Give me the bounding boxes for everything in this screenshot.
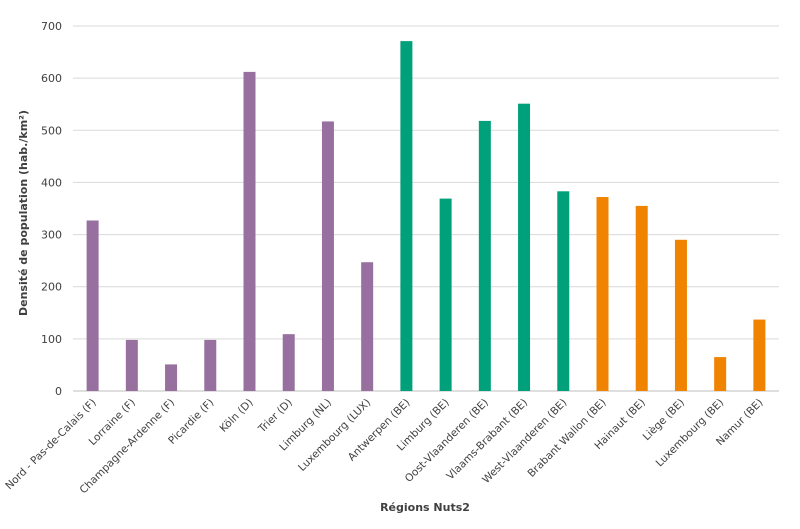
y-tick-label: 200 — [41, 281, 62, 294]
x-tick-label: Luxembourg (LUX) — [296, 397, 373, 474]
y-tick-label: 500 — [41, 124, 62, 137]
y-tick-label: 700 — [41, 20, 62, 33]
bar — [86, 220, 99, 391]
x-tick-label: Brabant Wallon (BE) — [525, 397, 608, 480]
bar — [439, 198, 452, 391]
bar — [557, 191, 570, 391]
bar — [674, 239, 687, 391]
y-tick-label: 100 — [41, 333, 62, 346]
bar — [125, 339, 138, 391]
bar — [753, 319, 766, 391]
bar — [596, 197, 609, 391]
bar — [321, 121, 334, 392]
x-tick-label: Luxembourg (BE) — [654, 397, 727, 470]
x-axis-ticks: Nord - Pas-de-Calais (F)Lorraine (F)Cham… — [3, 397, 765, 497]
y-axis-label: Densité de population (hab./km²) — [17, 110, 30, 316]
bar — [165, 364, 178, 391]
y-tick-label: 0 — [55, 385, 62, 398]
x-tick-label: Nord - Pas-de-Calais (F) — [3, 397, 99, 493]
bar — [714, 357, 727, 391]
gridlines — [73, 25, 779, 392]
y-tick-label: 400 — [41, 176, 62, 189]
y-axis-ticks: 0 100 200 300 400 500 600 700 — [41, 20, 62, 398]
x-axis-label: Régions Nuts2 — [380, 501, 470, 514]
bar — [478, 120, 491, 392]
bar — [204, 339, 217, 391]
bar — [243, 71, 256, 391]
bar — [361, 262, 374, 391]
bars — [86, 41, 766, 392]
bar — [400, 41, 413, 391]
x-tick-label: Köln (D) — [217, 397, 255, 435]
y-tick-label: 300 — [41, 229, 62, 242]
bar — [635, 205, 648, 391]
bar — [518, 103, 531, 391]
bar — [282, 334, 295, 391]
x-tick-label: Trier (D) — [256, 397, 295, 436]
y-tick-label: 600 — [41, 72, 62, 85]
